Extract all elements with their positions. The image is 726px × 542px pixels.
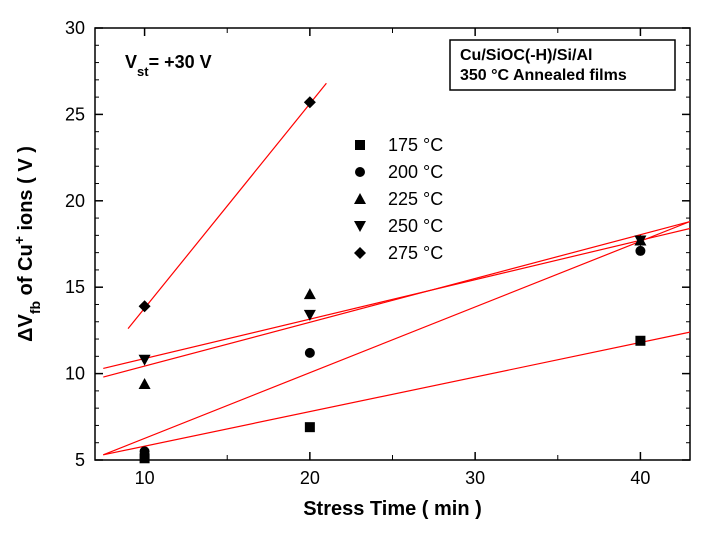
y-tick-label: 10 <box>65 364 85 384</box>
marker-circle <box>305 348 315 358</box>
y-tick-label: 20 <box>65 191 85 211</box>
svg-text:ΔVfb of Cu+ ions ( V ): ΔVfb of Cu+ ions ( V ) <box>11 146 43 342</box>
marker-diamond <box>139 300 151 312</box>
legend-label: 250 °C <box>388 216 443 236</box>
info-box-line2: 350 °C Annealed films <box>460 67 627 84</box>
x-tick-label: 10 <box>135 468 155 488</box>
marker-circle <box>355 167 365 177</box>
x-tick-label: 40 <box>630 468 650 488</box>
legend-label: 275 °C <box>388 243 443 263</box>
fit-line <box>128 83 326 328</box>
y-tick-label: 25 <box>65 104 85 124</box>
chart-container: 10 20 30 40 5 10 15 20 25 30 Stress Time ( min ) ΔV… <box>0 0 726 542</box>
marker-triangle-down <box>139 355 151 366</box>
legend-label: 175 °C <box>388 135 443 155</box>
marker-circle <box>140 446 150 456</box>
info-box-line1: Cu/SiOC(-H)/Si/Al <box>460 47 592 64</box>
marker-triangle-down <box>304 310 316 321</box>
marker-square <box>305 422 315 432</box>
legend-label: 225 °C <box>388 189 443 209</box>
y-tick-label: 30 <box>65 18 85 38</box>
marker-diamond <box>354 247 366 259</box>
legend-label: 200 °C <box>388 162 443 182</box>
marker-triangle-up <box>354 193 366 204</box>
fit-line <box>103 332 690 455</box>
x-tick-label: 30 <box>465 468 485 488</box>
y-axis-label: ΔVfb of Cu+ ions ( V ) <box>11 146 43 342</box>
x-tick-label: 20 <box>300 468 320 488</box>
x-axis-label: Stress Time ( min ) <box>303 498 482 520</box>
marker-triangle-up <box>139 378 151 389</box>
marker-square <box>355 140 365 150</box>
marker-circle <box>635 246 645 256</box>
marker-triangle-up <box>304 288 316 299</box>
marker-triangle-down <box>354 221 366 232</box>
annotation-vst: Vst= +30 V <box>125 52 212 79</box>
y-tick-label: 5 <box>75 450 85 470</box>
chart-svg: 10 20 30 40 5 10 15 20 25 30 Stress Time ( min ) ΔV… <box>0 0 726 542</box>
y-tick-label: 15 <box>65 277 85 297</box>
marker-square <box>635 336 645 346</box>
